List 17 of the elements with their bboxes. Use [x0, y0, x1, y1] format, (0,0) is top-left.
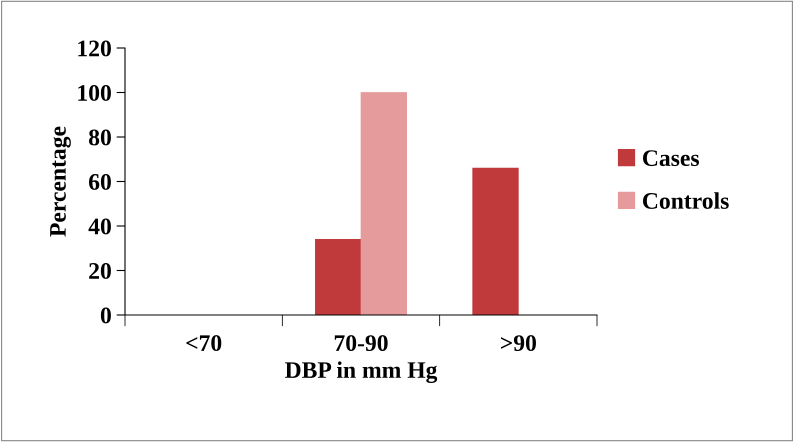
y-tick-label: 120 [78, 40, 111, 56]
x-tick-label: >90 [501, 335, 536, 352]
legend-label: Controls [643, 192, 729, 209]
y-tick-label: 0 [100, 307, 111, 324]
x-tick-label: 70-90 [334, 335, 388, 352]
x-tick-label: <70 [186, 335, 222, 352]
x-axis-title: DBP in mm Hg [285, 361, 438, 384]
y-tick-label: 60 [89, 174, 111, 190]
y-tick-label: 80 [88, 129, 111, 146]
y-axis-title: Percentage [50, 126, 71, 237]
bar [360, 92, 407, 315]
y-tick-label: 20 [89, 262, 111, 279]
y-tick-label: 40 [88, 218, 111, 234]
y-tick-label: 100 [78, 84, 111, 101]
bar [315, 239, 362, 315]
bar [472, 168, 519, 315]
legend-label: Cases [643, 150, 699, 166]
